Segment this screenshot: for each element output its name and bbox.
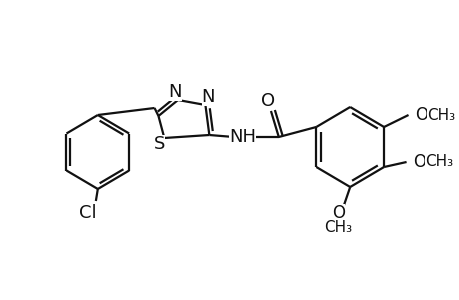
Text: O: O — [414, 106, 427, 124]
Text: N: N — [168, 83, 181, 101]
Text: O: O — [331, 204, 344, 222]
Text: CH₃: CH₃ — [324, 220, 352, 235]
Text: O: O — [413, 153, 425, 171]
Text: N: N — [201, 88, 215, 106]
Text: CH₃: CH₃ — [424, 154, 452, 169]
Text: NH: NH — [229, 128, 256, 146]
Text: CH₃: CH₃ — [426, 107, 454, 122]
Text: Cl: Cl — [79, 204, 97, 222]
Text: O: O — [260, 92, 274, 110]
Text: S: S — [153, 135, 165, 153]
